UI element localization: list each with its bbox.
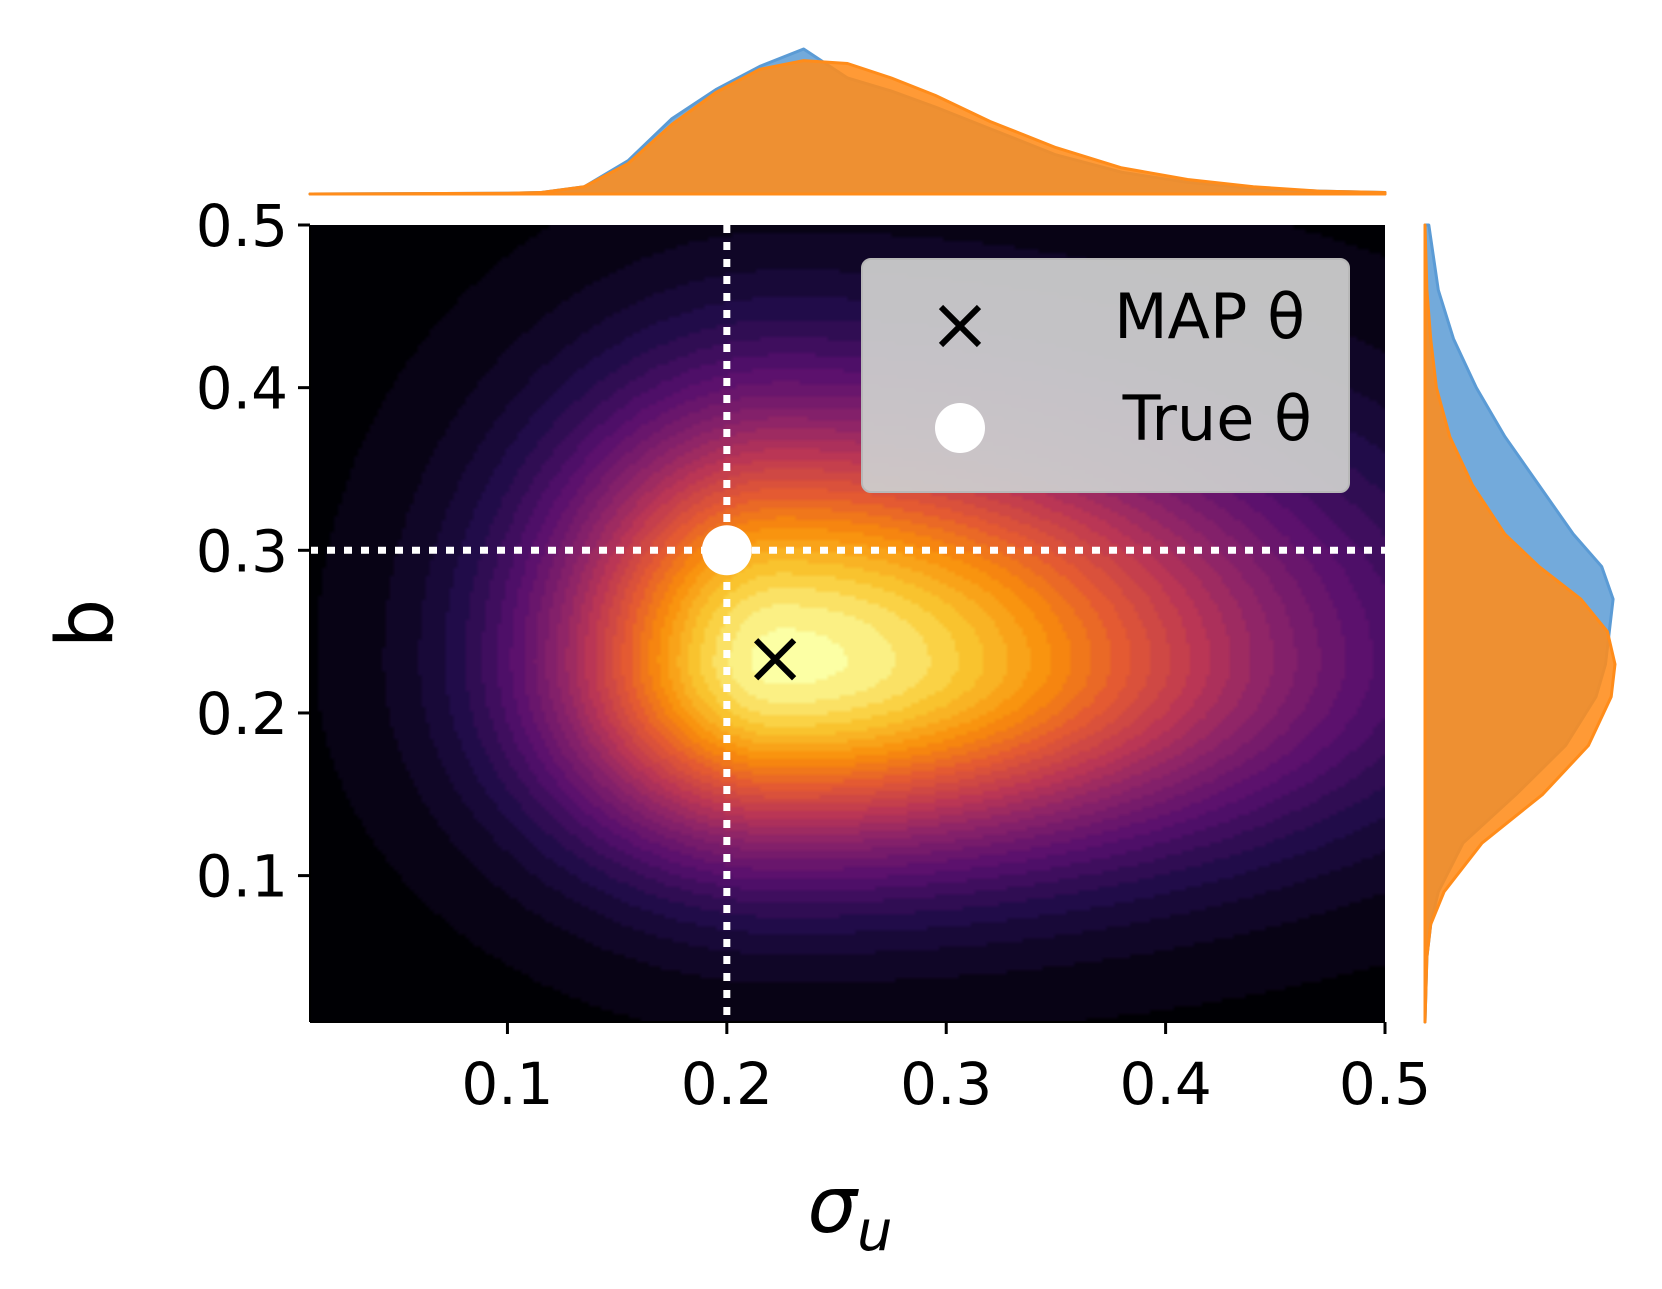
x-tick-label: 0.4 [1119,1050,1211,1118]
x-tick-label: 0.3 [900,1050,992,1118]
marginal-right-series-2 [1423,223,1617,1024]
y-tick-label: 0.5 [196,192,288,260]
y-tick-label: 0.1 [196,843,288,911]
x-axis-label-subscript: u [857,1199,893,1264]
x-tick-label: 0.5 [1339,1050,1431,1118]
x-axis-label: σu [808,1161,893,1264]
y-tick-label: 0.2 [196,680,288,748]
y-axis-label: b [41,599,131,649]
marginal-top-kde [308,47,1387,196]
y-tick-label: 0.4 [196,355,288,423]
legend: MAP θ True θ [861,258,1350,493]
legend-label-true: True θ [1122,382,1312,455]
legend-marker-map [938,304,982,348]
y-tick-label: 0.3 [196,517,288,585]
axes: 0.1 0.2 0.3 0.4 0.5 0.1 0.2 0.3 0.4 0.5 σu b [41,192,1431,1264]
legend-label-map: MAP θ [1114,280,1305,353]
x-tick-label: 0.2 [681,1050,773,1118]
true-theta-point [701,525,752,576]
x-tick-label: 0.1 [461,1050,553,1118]
map-theta-marker [753,638,797,681]
marginal-top-series-2 [308,59,1387,196]
x-axis-label-symbol: σ [808,1161,860,1251]
legend-marker-true [935,403,985,453]
marginal-right-kde [1423,223,1617,1024]
